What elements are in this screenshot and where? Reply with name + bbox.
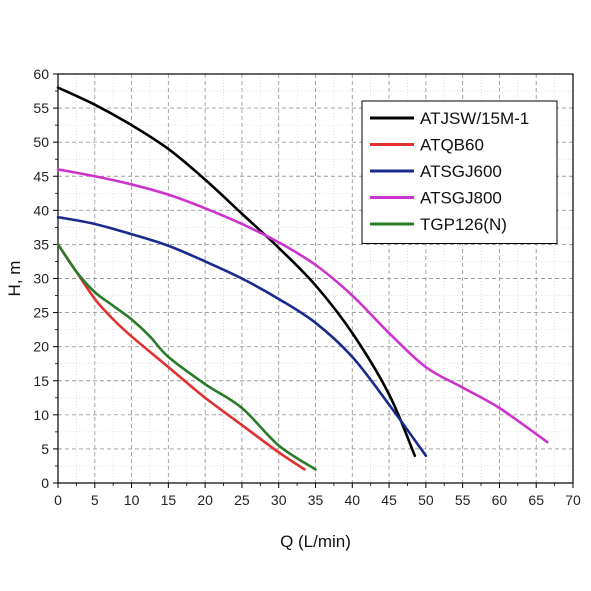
x-tick-label: 40	[344, 492, 360, 508]
y-tick-label: 25	[33, 305, 49, 321]
y-tick-label: 60	[33, 66, 49, 82]
x-tick-label: 45	[381, 492, 397, 508]
y-tick-label: 40	[33, 202, 49, 218]
x-tick-label: 50	[418, 492, 434, 508]
y-axis-label: H, m	[5, 261, 24, 297]
series-line-atsgj600	[56, 215, 428, 458]
series-line-atjsw-15m-1	[56, 86, 417, 458]
series-layer	[56, 86, 549, 471]
y-tick-label: 45	[33, 168, 49, 184]
y-tick-label: 5	[41, 441, 49, 457]
x-axis-label: Q (L/min)	[280, 532, 351, 551]
x-tick-label: 55	[455, 492, 471, 508]
x-tick-label: 10	[124, 492, 140, 508]
y-tick-label: 30	[33, 271, 49, 287]
y-tick-label: 20	[33, 339, 49, 355]
x-tick-label: 35	[308, 492, 324, 508]
x-tick-label: 20	[197, 492, 213, 508]
y-tick-label: 0	[41, 475, 49, 491]
y-tick-label: 35	[33, 236, 49, 252]
legend-entry-tgp126-n: TGP126(N)	[420, 215, 507, 234]
x-tick-label: 65	[528, 492, 544, 508]
x-tick-label: 25	[234, 492, 250, 508]
axes: 0 5 10 15 20 25 30 35 40 45 50 55 60 65 70 0 5 10 15 20 25 30…	[33, 66, 581, 508]
y-tick-label: 50	[33, 134, 49, 150]
series-line-atsgj800	[56, 168, 549, 444]
legend-entry-atsgj800: ATSGJ800	[420, 189, 502, 208]
legend: ATJSW/15M-1 ATQB60 ATSGJ600 ATSGJ800 TGP126(…	[361, 100, 558, 244]
x-tick-label: 30	[271, 492, 287, 508]
legend-entry-atqb60: ATQB60	[420, 136, 484, 155]
x-tick-label: 5	[91, 492, 99, 508]
x-tick-label: 15	[161, 492, 177, 508]
series-line-tgp126-n	[56, 243, 317, 471]
y-tick-label: 55	[33, 100, 49, 116]
series-line-atqb60	[56, 243, 306, 471]
legend-entry-atjsw-15m-1: ATJSW/15M-1	[420, 109, 529, 128]
x-tick-label: 70	[565, 492, 581, 508]
x-tick-label: 0	[54, 492, 62, 508]
y-tick-label: 15	[33, 373, 49, 389]
legend-entry-atsgj600: ATSGJ600	[420, 162, 502, 181]
y-tick-label: 10	[33, 407, 49, 423]
x-tick-label: 60	[492, 492, 508, 508]
